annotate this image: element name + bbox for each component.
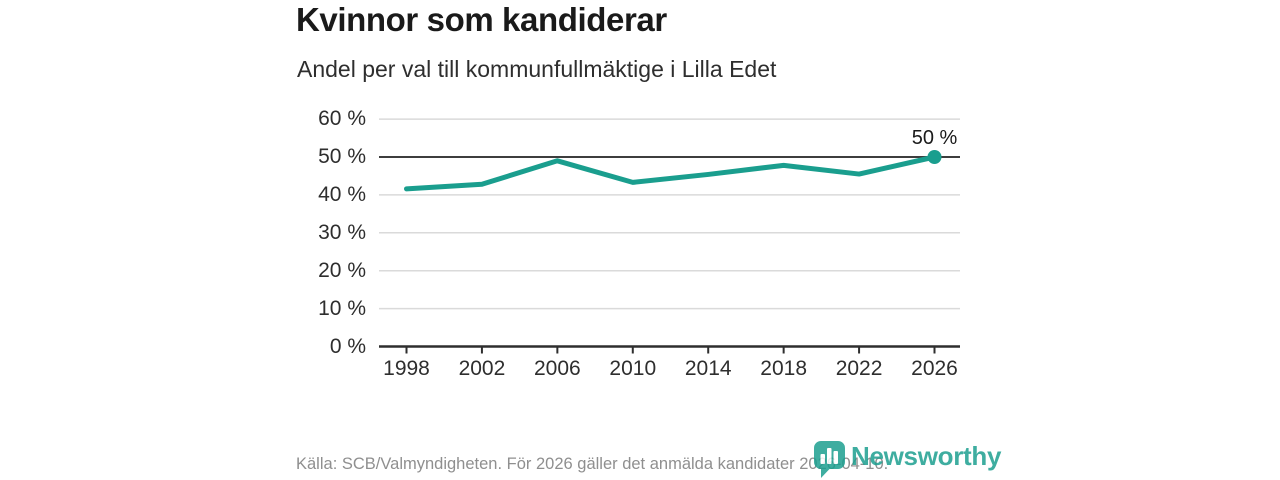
- newsworthy-logo-text: Newsworthy: [851, 441, 1002, 471]
- x-tick-label: 2014: [684, 357, 732, 380]
- x-tick-label: 2026: [911, 357, 958, 380]
- y-tick-label: 40 %: [318, 182, 366, 206]
- y-tick-label: 30 %: [318, 220, 366, 244]
- x-tick-label: 2002: [458, 357, 506, 380]
- chart-title: Kvinnor som kandiderar: [296, 1, 667, 38]
- endpoint-value-label: 50 %: [911, 127, 958, 149]
- x-tick-label: 2022: [835, 357, 883, 380]
- x-tick-label: 2018: [760, 357, 807, 380]
- x-tick-label: 2010: [609, 357, 657, 380]
- endpoint-dot: [927, 150, 942, 164]
- y-tick-label: 20 %: [318, 258, 366, 282]
- chart-subtitle: Andel per val till kommunfullmäktige i L…: [297, 56, 777, 82]
- source-note: Källa: SCB/Valmyndigheten. För 2026 gäll…: [296, 455, 889, 473]
- y-tick-label: 50 %: [318, 145, 366, 168]
- x-tick-label: 1998: [383, 357, 430, 380]
- y-tick-label: 60 %: [318, 107, 366, 131]
- newsworthy-logo: Newsworthy: [813, 440, 1001, 478]
- data-line: [404, 154, 937, 192]
- x-tick-label: 2006: [533, 357, 581, 380]
- y-tick-label: 0 %: [329, 334, 366, 358]
- bar-chart-bubble-icon: [814, 441, 845, 478]
- y-tick-label: 10 %: [318, 296, 366, 320]
